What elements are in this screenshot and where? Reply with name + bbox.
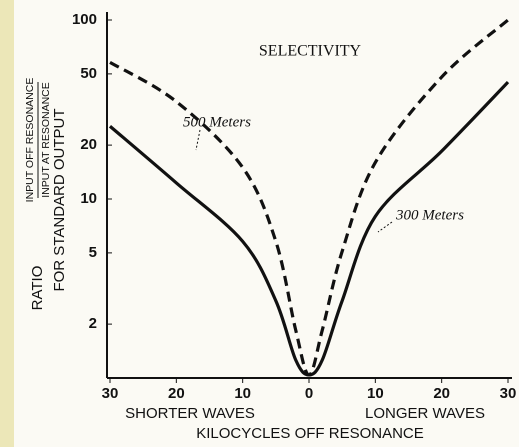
y-label-prefix: RATIO <box>29 266 46 311</box>
y-label-suffix: FOR STANDARD OUTPUT <box>51 108 68 291</box>
y-tick-label: 50 <box>80 65 97 82</box>
line-series <box>109 18 510 377</box>
y-label: RATIO INPUT OFF RESONANCE INPUT AT RESON… <box>24 78 68 311</box>
x-tick-label: 30 <box>102 385 119 402</box>
series-label: 300 Meters <box>395 207 464 223</box>
x-label-right: LONGER WAVES <box>365 405 485 422</box>
y-label-denominator: INPUT AT RESONANCE <box>40 82 52 198</box>
x-tick-label: 10 <box>234 385 251 402</box>
leader-line <box>377 221 393 233</box>
y-tick-label: 100 <box>72 11 97 28</box>
x-tick-label: 30 <box>500 385 517 402</box>
series-label: 500 Meters <box>183 114 251 130</box>
x-label: KILOCYCLES OFF RESONANCE <box>196 425 424 442</box>
y-label-numerator: INPUT OFF RESONANCE <box>24 78 36 203</box>
page-edge <box>0 0 14 447</box>
chart-title: SELECTIVITY <box>259 43 362 60</box>
x-tick-label: 20 <box>433 385 450 402</box>
x-tick-label: 0 <box>305 385 313 402</box>
leader-line <box>195 129 201 151</box>
y-tick-label: 2 <box>89 315 97 332</box>
x-tick-label: 10 <box>367 385 384 402</box>
x-tick-label: 20 <box>168 385 185 402</box>
line-series <box>108 80 510 377</box>
x-label-left: SHORTER WAVES <box>125 405 255 422</box>
y-tick-label: 20 <box>80 136 97 153</box>
y-tick-label: 5 <box>89 244 97 261</box>
y-tick-label: 10 <box>80 190 97 207</box>
